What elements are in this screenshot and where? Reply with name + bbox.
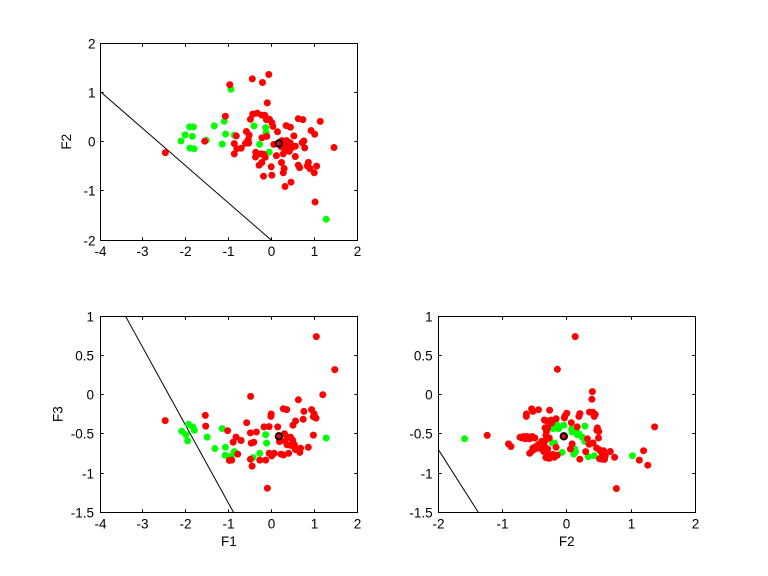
svg-text:-1: -1 (222, 244, 234, 259)
svg-text:0.5: 0.5 (414, 348, 433, 363)
svg-text:1: 1 (628, 517, 636, 532)
svg-text:2: 2 (354, 517, 362, 532)
svg-text:-4: -4 (94, 517, 106, 532)
svg-text:1: 1 (88, 85, 96, 100)
svg-text:-1: -1 (222, 517, 234, 532)
svg-text:-2: -2 (179, 517, 191, 532)
svg-text:0: 0 (88, 134, 96, 149)
svg-text:-2: -2 (432, 517, 444, 532)
svg-text:F2: F2 (59, 134, 74, 150)
svg-text:-2: -2 (83, 233, 95, 248)
svg-text:F3: F3 (51, 406, 66, 422)
svg-text:0: 0 (563, 517, 571, 532)
svg-text:2: 2 (354, 244, 362, 259)
svg-text:-4: -4 (94, 244, 106, 259)
svg-text:-0.5: -0.5 (71, 426, 94, 441)
svg-text:0: 0 (86, 387, 94, 402)
svg-text:2: 2 (88, 36, 96, 51)
svg-text:-1.5: -1.5 (409, 505, 432, 520)
svg-text:1: 1 (86, 309, 94, 324)
svg-text:-3: -3 (136, 244, 148, 259)
svg-text:-0.5: -0.5 (409, 426, 432, 441)
svg-text:1: 1 (311, 517, 319, 532)
svg-text:F1: F1 (221, 534, 237, 549)
svg-text:-3: -3 (136, 517, 148, 532)
svg-text:-1: -1 (82, 466, 94, 481)
svg-text:-1.5: -1.5 (71, 505, 94, 520)
svg-text:-1: -1 (83, 183, 95, 198)
svg-text:-1: -1 (421, 466, 433, 481)
svg-text:-2: -2 (179, 244, 191, 259)
svg-text:0.5: 0.5 (75, 348, 94, 363)
svg-text:0: 0 (268, 517, 276, 532)
svg-text:F2: F2 (559, 534, 575, 549)
svg-text:2: 2 (692, 517, 700, 532)
svg-text:1: 1 (311, 244, 319, 259)
svg-text:0: 0 (425, 387, 433, 402)
svg-text:1: 1 (425, 309, 433, 324)
svg-text:-1: -1 (496, 517, 508, 532)
svg-text:0: 0 (268, 244, 276, 259)
